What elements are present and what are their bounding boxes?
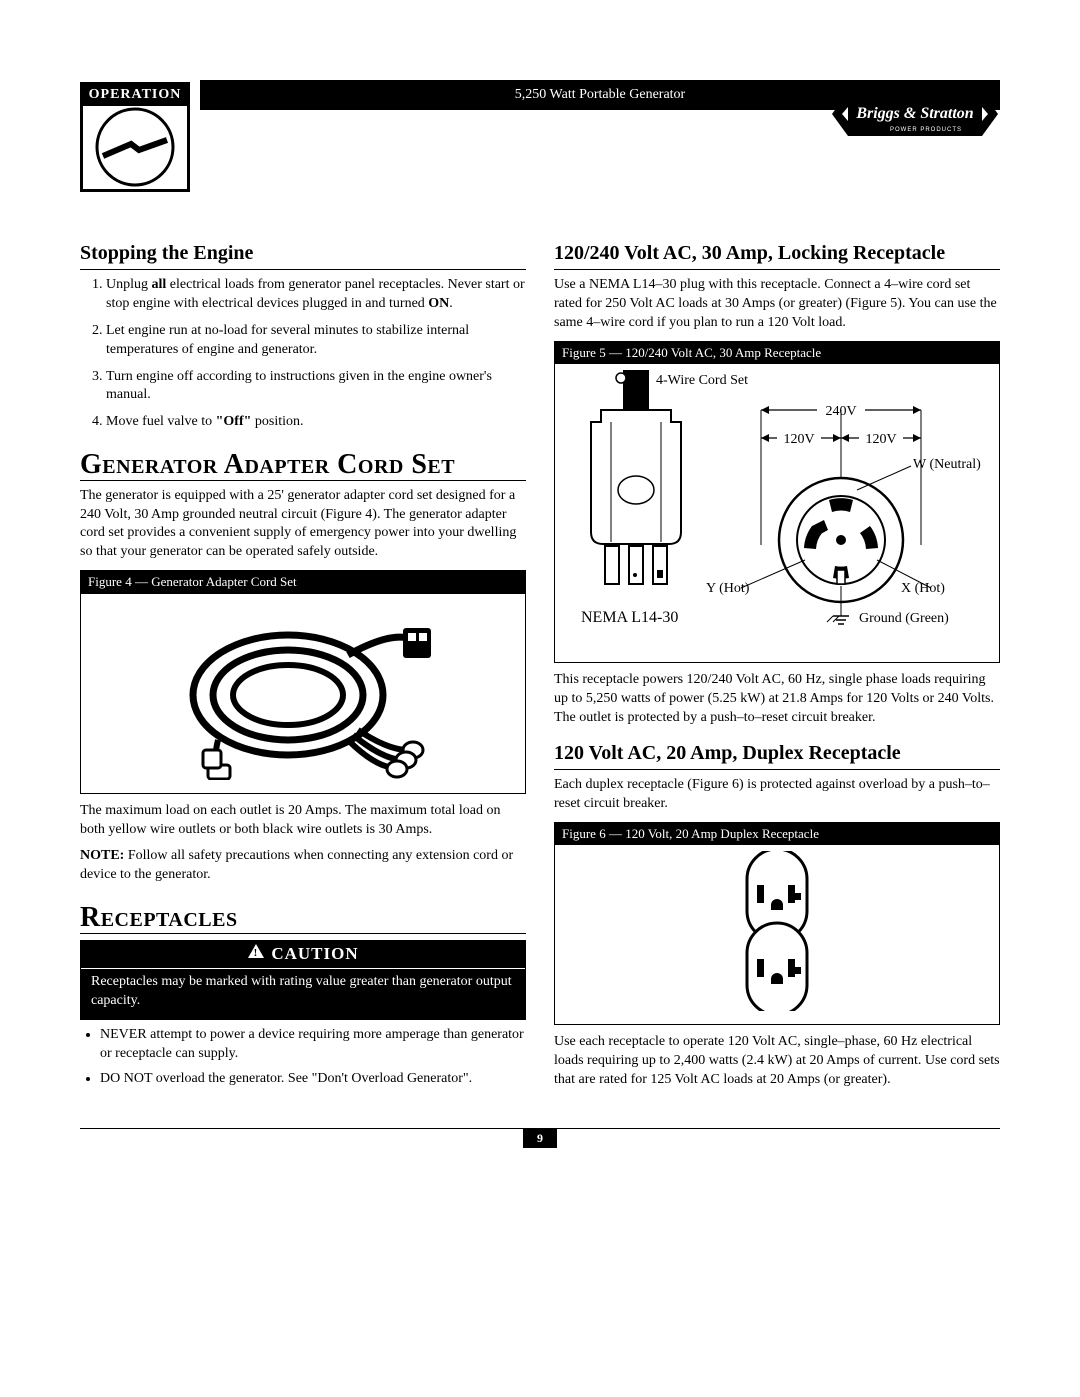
- cordset-heading: Generator Adapter Cord Set: [80, 450, 526, 480]
- caution-bullets: NEVER attempt to power a device requirin…: [80, 1026, 526, 1089]
- operation-icon: [83, 106, 187, 188]
- caution-body: Receptacles may be marked with rating va…: [81, 968, 525, 1019]
- content-columns: Stopping the Engine Unplug all electrica…: [80, 240, 1000, 1098]
- svg-text:®: ®: [995, 92, 1000, 100]
- svg-text:W (Neutral): W (Neutral): [913, 457, 981, 472]
- page-number: 9: [523, 1128, 557, 1148]
- locking-details: This receptacle powers 120/240 Volt AC, …: [554, 671, 1000, 728]
- svg-text:Y (Hot): Y (Hot): [706, 581, 750, 596]
- svg-text:X (Hot): X (Hot): [901, 581, 945, 596]
- caution-bullet: NEVER attempt to power a device requirin…: [100, 1026, 526, 1064]
- step-item: Let engine run at no-load for several mi…: [106, 322, 526, 360]
- stopping-steps: Unplug all electrical loads from generat…: [80, 276, 526, 432]
- figure4-caption: Figure 4 — Generator Adapter Cord Set: [80, 570, 526, 594]
- left-column: Stopping the Engine Unplug all electrica…: [80, 240, 526, 1098]
- figure5-caption: Figure 5 — 120/240 Volt AC, 30 Amp Recep…: [554, 341, 1000, 365]
- cordset-intro: The generator is equipped with a 25' gen…: [80, 487, 526, 563]
- step-item: Unplug all electrical loads from generat…: [106, 276, 526, 314]
- svg-text:4-Wire Cord Set: 4-Wire Cord Set: [656, 373, 748, 388]
- caution-bullet: DO NOT overload the generator. See "Don'…: [100, 1070, 526, 1089]
- locking-receptacle-diagram: 4-Wire Cord Set: [561, 370, 981, 645]
- svg-text:120V: 120V: [783, 432, 814, 447]
- duplex-intro: Each duplex receptacle (Figure 6) is pro…: [554, 776, 1000, 814]
- brand-logo: Briggs & Stratton POWER PRODUCTS ®: [830, 90, 1000, 145]
- locking-intro: Use a NEMA L14–30 plug with this recepta…: [554, 276, 1000, 333]
- caution-label: CAUTION: [271, 944, 358, 963]
- header-title: 5,250 Watt Portable Generator: [515, 86, 685, 105]
- caution-box: ! CAUTION Receptacles may be marked with…: [80, 940, 526, 1020]
- svg-text:Briggs & Stratton: Briggs & Stratton: [855, 105, 973, 122]
- step-item: Move fuel valve to "Off" position.: [106, 413, 526, 432]
- cordset-illustration: [163, 600, 443, 780]
- operation-badge-label: OPERATION: [83, 85, 187, 106]
- caution-header: ! CAUTION: [81, 941, 525, 969]
- svg-text:120V: 120V: [865, 432, 896, 447]
- step-item: Turn engine off according to instruction…: [106, 368, 526, 406]
- page-footer: 9: [80, 1128, 1000, 1152]
- right-column: 120/240 Volt AC, 30 Amp, Locking Recepta…: [554, 240, 1000, 1098]
- receptacles-heading: Receptacles: [80, 903, 526, 933]
- warning-icon: !: [247, 943, 265, 966]
- figure6-caption: Figure 6 — 120 Volt, 20 Amp Duplex Recep…: [554, 822, 1000, 846]
- stopping-heading: Stopping the Engine: [80, 240, 526, 270]
- figure5-box: 4-Wire Cord Set: [554, 364, 1000, 663]
- svg-text:Ground (Green): Ground (Green): [859, 611, 949, 626]
- svg-text:POWER PRODUCTS: POWER PRODUCTS: [890, 127, 962, 133]
- cordset-note: NOTE: Follow all safety precautions when…: [80, 847, 526, 885]
- figure6-box: [554, 845, 1000, 1025]
- operation-badge: OPERATION: [80, 82, 190, 192]
- duplex-heading: 120 Volt AC, 20 Amp, Duplex Receptacle: [554, 740, 1000, 770]
- locking-heading: 120/240 Volt AC, 30 Amp, Locking Recepta…: [554, 240, 1000, 270]
- figure4-box: [80, 594, 526, 794]
- svg-text:!: !: [254, 947, 259, 959]
- duplex-receptacle-diagram: [697, 851, 857, 1011]
- svg-text:NEMA L14-30: NEMA L14-30: [581, 609, 678, 626]
- cordset-maxload: The maximum load on each outlet is 20 Am…: [80, 802, 526, 840]
- duplex-details: Use each receptacle to operate 120 Volt …: [554, 1033, 1000, 1090]
